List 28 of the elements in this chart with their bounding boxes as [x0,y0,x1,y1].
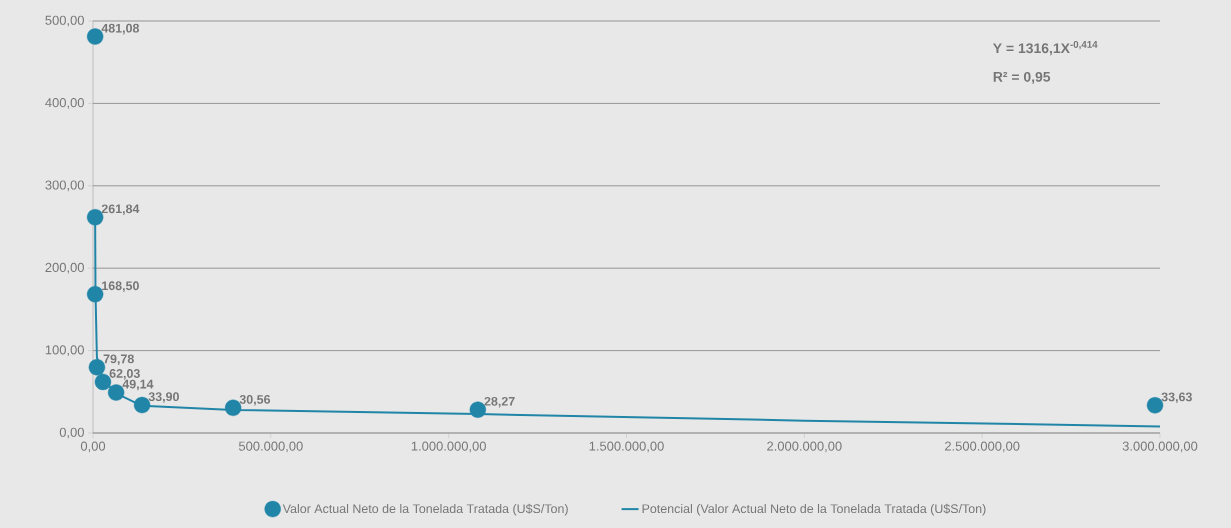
y-tick-label: 0,00 [59,427,84,439]
data-label: 30,56 [239,395,271,406]
x-tick-label: 2.500.000,00 [945,441,1020,453]
x-tick-label: 1.500.000,00 [589,441,664,453]
x-tick-label: 500.000,00 [238,441,303,453]
y-tick-label: 100,00 [45,345,84,356]
annotation: R² = 0,95 [993,71,1051,84]
data-label: 481,08 [101,23,140,35]
y-tick-label: 400,00 [45,98,84,109]
data-label: 261,84 [101,204,140,216]
x-tick-label: 0,00 [80,441,106,453]
y-tick-label: 500,00 [45,15,84,27]
data-label: 168,50 [102,281,139,292]
data-label: 28,27 [484,396,515,408]
x-tick-label: 2.000.000,00 [767,441,842,453]
data-label: 62,03 [109,369,140,380]
point [86,285,104,303]
data-label: 33,63 [1161,392,1192,404]
legend-label: Valor Actual Neto de la Tonelada Tratada (U$S/Ton) [282,503,568,516]
data-label: 49,14 [122,379,154,391]
legend-label: Potencial (Valor Actual Neto de la Tonelada Tratada (U$S/Ton) [642,503,986,516]
y-tick-label: 300,00 [45,180,84,192]
x-tick-label: 3.000.000,00 [1122,441,1198,453]
data-label: 79,78 [103,354,134,366]
data-label: 33,90 [148,392,179,403]
annotation: Y = 1316,1X$^{-0,414}$ [993,41,1098,56]
y-tick-label: 200,00 [45,262,84,274]
x-tick-label: 1.000.000,00 [411,441,486,453]
